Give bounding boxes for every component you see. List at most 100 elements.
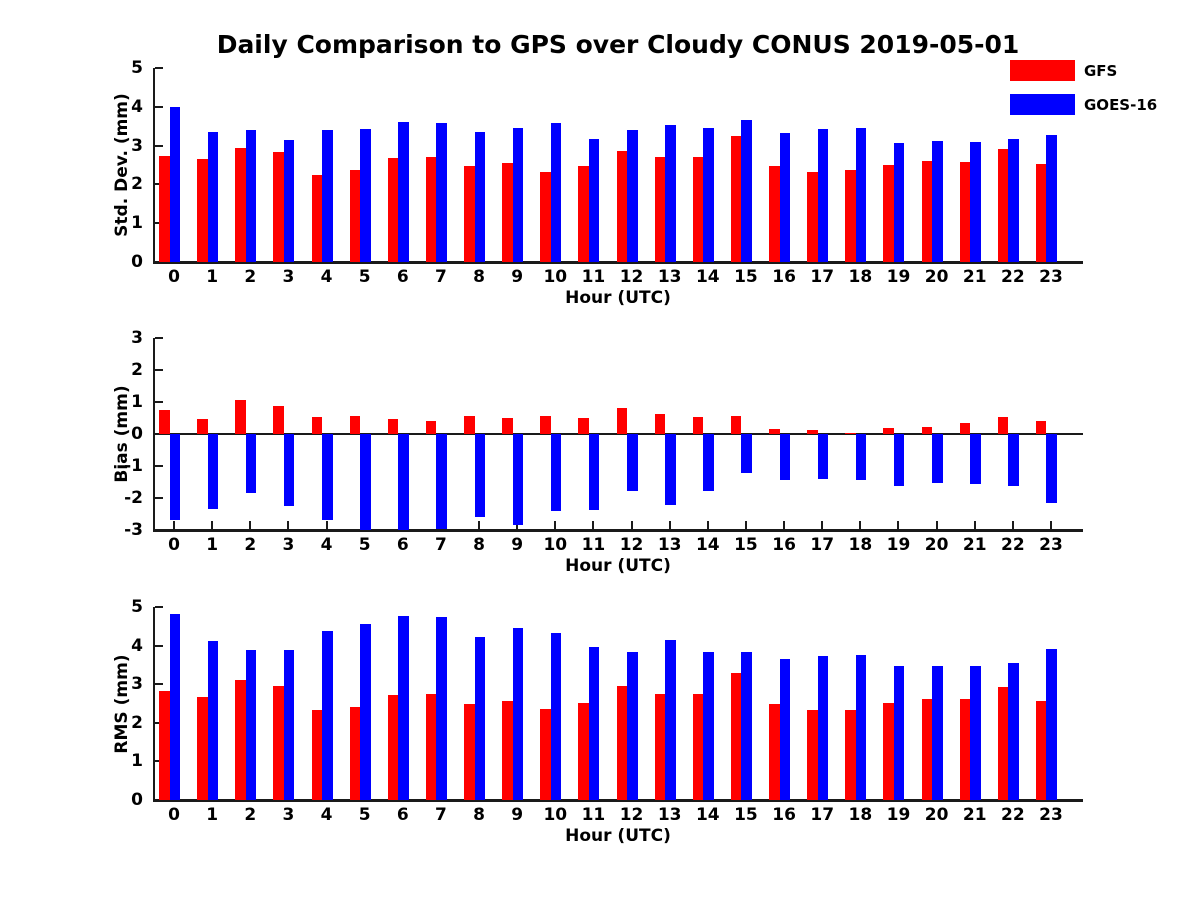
bar-gfs-h4 (311, 417, 323, 434)
bar-gfs-h15 (730, 673, 742, 800)
legend-item-goes16: GOES-16 (1010, 94, 1157, 115)
x-tick-label: 16 (772, 535, 796, 555)
bar-gfs-h12 (616, 408, 628, 434)
y-tick (155, 261, 163, 263)
x-tick-label: 1 (206, 805, 219, 825)
bar-gfs-h21 (959, 423, 971, 434)
bar-gfs-h4 (311, 174, 323, 262)
bar-gfs-h16 (769, 429, 780, 434)
y-tick (155, 67, 163, 69)
x-tick-label: 19 (886, 805, 911, 825)
bar-gfs-h13 (654, 693, 666, 800)
x-tick-label: 17 (810, 805, 835, 825)
bar-goes-16-h5 (360, 434, 371, 530)
bar-gfs-h12 (616, 151, 628, 262)
bar-gfs-h19 (883, 165, 894, 262)
x-tick-label: 8 (473, 267, 485, 287)
bar-gfs-h15 (730, 415, 742, 434)
bar-goes-16-h4 (322, 434, 333, 521)
x-tick-label: 3 (282, 535, 295, 555)
bar-goes-16-h5 (360, 128, 371, 262)
bar-gfs-h9 (502, 700, 513, 800)
bar-gfs-h7 (425, 694, 437, 800)
bar-goes-16-h19 (893, 142, 905, 262)
bar-goes-16-h0 (169, 613, 180, 800)
bar-goes-16-h21 (970, 434, 981, 485)
x-tick (287, 521, 290, 529)
x-axis-line (153, 799, 1083, 802)
y-tick (155, 529, 163, 531)
bar-goes-16-h1 (207, 640, 219, 800)
x-tick-label: 16 (772, 267, 796, 287)
bar-gfs-h18 (845, 170, 856, 262)
x-tick (249, 521, 252, 529)
bar-goes-16-h12 (627, 652, 638, 800)
x-tick-label: 7 (434, 535, 447, 555)
x-tick-label: 4 (320, 267, 333, 287)
y-tick (155, 465, 163, 467)
bar-gfs-h7 (425, 157, 437, 262)
bar-gfs-h0 (159, 691, 170, 800)
bar-goes-16-h14 (703, 652, 714, 800)
x-tick-label: 1 (206, 267, 219, 287)
bar-gfs-h18 (845, 710, 856, 800)
x-tick-label: 18 (848, 267, 873, 287)
bar-gfs-h1 (197, 696, 208, 800)
y-tick-label: 0 (131, 424, 143, 444)
bar-gfs-h10 (540, 416, 551, 434)
x-tick (973, 521, 976, 529)
bar-gfs-h14 (692, 157, 704, 262)
x-tick-label: 21 (962, 805, 987, 825)
bar-gfs-h21 (959, 161, 971, 262)
zero-line (153, 433, 1083, 435)
bar-gfs-h9 (502, 418, 513, 434)
x-tick-label: 18 (848, 805, 873, 825)
x-tick (1049, 521, 1052, 529)
bar-gfs-h17 (807, 171, 818, 262)
bar-goes-16-h17 (817, 128, 829, 262)
bar-gfs-h13 (654, 413, 666, 434)
bar-gfs-h11 (578, 702, 589, 800)
x-tick-label: 5 (358, 535, 371, 555)
x-tick-label: 20 (924, 267, 949, 287)
x-tick (935, 521, 938, 529)
y-axis-label: Std. Dev. (mm) (112, 93, 132, 237)
x-tick-label: 20 (924, 805, 949, 825)
y-tick (155, 497, 163, 499)
x-tick-label: 11 (581, 535, 606, 555)
panel-rms: 0 1 2 3 4 5 0 1 2 3 4 5 6 7 8 9 10 11 12 13 14 15 16 17 18 19 20 21… (112, 598, 1083, 846)
y-tick (155, 105, 163, 108)
bar-goes-16-h18 (855, 654, 867, 800)
bar-goes-16-h10 (550, 632, 562, 800)
bar-gfs-h3 (273, 685, 284, 800)
x-tick-label: 21 (962, 535, 987, 555)
legend-item-gfs: GFS (1010, 60, 1157, 81)
bar-goes-16-h7 (436, 617, 447, 800)
bar-goes-16-h21 (970, 666, 981, 800)
legend-label-gfs: GFS (1084, 61, 1118, 80)
x-axis-line (153, 529, 1083, 532)
x-tick (744, 521, 747, 529)
bar-gfs-h8 (464, 415, 475, 434)
x-tick-label: 0 (168, 805, 180, 825)
bar-goes-16-h22 (1008, 434, 1019, 486)
bar-goes-16-h1 (207, 434, 219, 510)
bar-gfs-h12 (616, 685, 628, 800)
y-tick-label: -2 (124, 488, 143, 508)
bar-gfs-h17 (807, 430, 818, 434)
bar-gfs-h20 (921, 698, 933, 800)
x-tick-label: 7 (434, 805, 447, 825)
x-tick-label: 9 (511, 267, 524, 287)
x-tick-label: 0 (168, 535, 180, 555)
bar-goes-16-h14 (703, 128, 714, 262)
bar-goes-16-h2 (245, 129, 257, 262)
x-tick-label: 4 (320, 535, 333, 555)
x-axis-label: Hour (UTC) (565, 288, 671, 308)
x-tick-label: 17 (810, 267, 835, 287)
bar-gfs-h9 (502, 163, 513, 262)
x-axis-label: Hour (UTC) (565, 556, 671, 576)
y-axis-line (153, 68, 155, 264)
x-tick (668, 521, 671, 529)
bar-goes-16-h8 (474, 434, 486, 517)
